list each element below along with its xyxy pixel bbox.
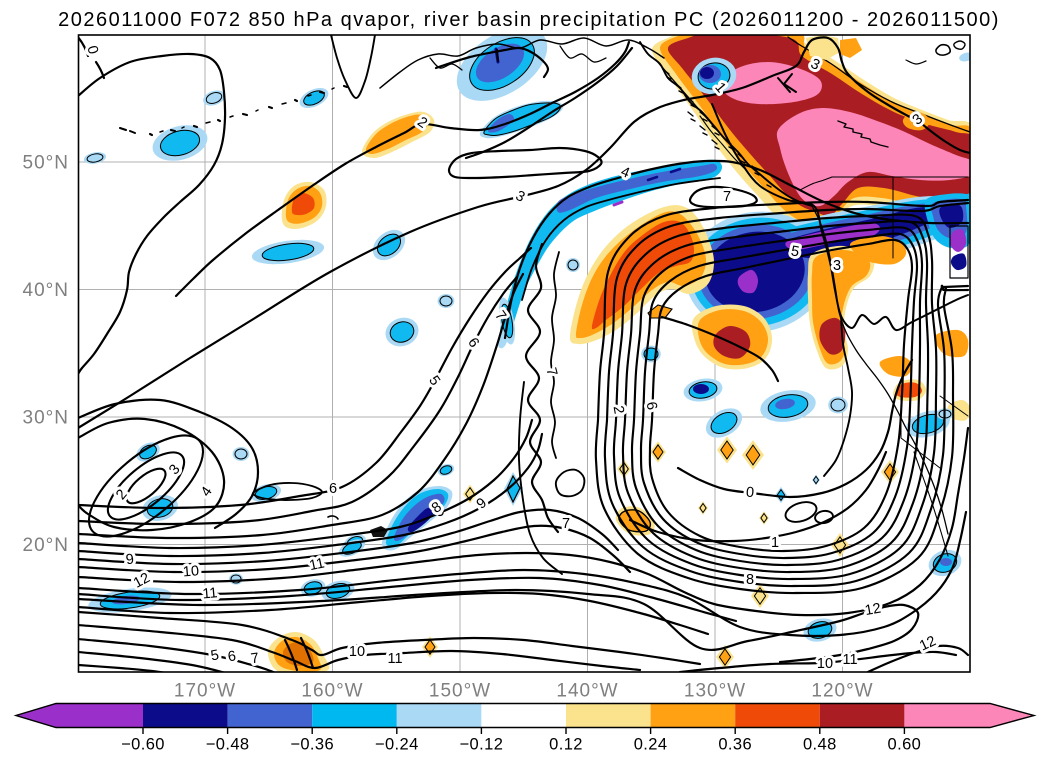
svg-text:2026011000 F072 850 hPa qvapor: 2026011000 F072 850 hPa qvapor, river ba… xyxy=(58,9,1000,31)
svg-text:50°N: 50°N xyxy=(23,153,69,174)
svg-text:−0.60: −0.60 xyxy=(121,736,165,754)
svg-text:−0.12: −0.12 xyxy=(460,736,504,754)
svg-text:130°W: 130°W xyxy=(684,681,746,702)
svg-text:20°N: 20°N xyxy=(23,535,69,556)
svg-text:0.12: 0.12 xyxy=(549,736,583,754)
svg-text:30°N: 30°N xyxy=(23,408,69,429)
svg-text:140°W: 140°W xyxy=(556,681,618,702)
svg-text:10: 10 xyxy=(349,644,365,660)
svg-text:10: 10 xyxy=(182,563,199,580)
svg-text:160°W: 160°W xyxy=(301,681,363,702)
svg-text:11: 11 xyxy=(842,652,857,668)
svg-text:3: 3 xyxy=(833,258,841,274)
svg-text:0.36: 0.36 xyxy=(718,736,752,754)
svg-text:8: 8 xyxy=(746,572,754,588)
svg-text:0.60: 0.60 xyxy=(888,736,922,754)
svg-text:11: 11 xyxy=(387,651,402,667)
svg-text:−0.36: −0.36 xyxy=(290,736,334,754)
svg-text:150°W: 150°W xyxy=(429,681,491,702)
svg-text:−0.24: −0.24 xyxy=(375,736,419,754)
svg-text:0.24: 0.24 xyxy=(634,736,668,754)
svg-text:6: 6 xyxy=(329,481,337,497)
svg-text:7: 7 xyxy=(562,516,570,532)
svg-text:10: 10 xyxy=(817,656,833,672)
svg-text:11: 11 xyxy=(202,585,218,602)
svg-text:7: 7 xyxy=(723,189,731,205)
svg-text:0.48: 0.48 xyxy=(803,736,837,754)
svg-text:12: 12 xyxy=(864,601,883,620)
svg-text:−0.48: −0.48 xyxy=(206,736,250,754)
svg-text:170°W: 170°W xyxy=(174,681,236,702)
svg-text:40°N: 40°N xyxy=(23,280,69,301)
svg-text:120°W: 120°W xyxy=(811,681,873,702)
svg-text:0: 0 xyxy=(745,485,754,502)
svg-text:1: 1 xyxy=(771,535,779,551)
